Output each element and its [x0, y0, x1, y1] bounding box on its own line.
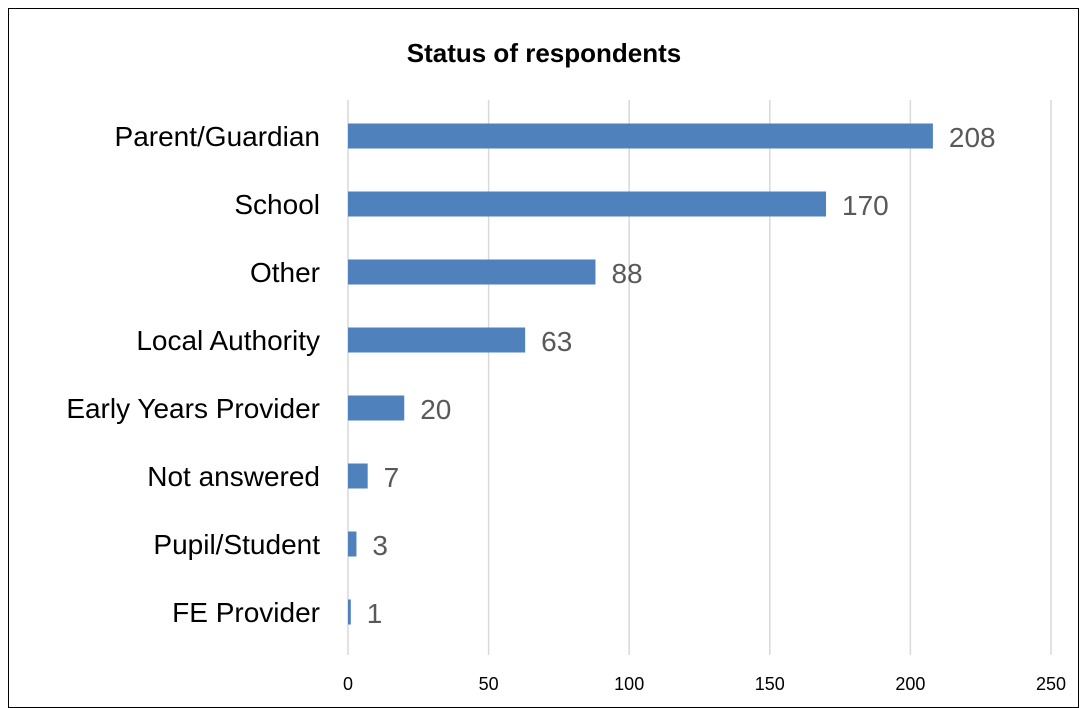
x-tick-label: 0 [343, 674, 353, 694]
value-label: 3 [372, 530, 388, 561]
value-label: 7 [384, 462, 400, 493]
bar [348, 123, 933, 149]
bar [348, 259, 596, 285]
category-label: Not answered [147, 461, 320, 492]
bar [348, 531, 357, 557]
category-label: Other [250, 257, 320, 288]
value-label: 170 [842, 190, 889, 221]
category-label: FE Provider [172, 597, 320, 628]
bar [348, 191, 827, 217]
x-tick-label: 150 [755, 674, 785, 694]
value-label: 20 [420, 394, 451, 425]
value-label: 63 [541, 326, 572, 357]
x-tick-label: 250 [1036, 674, 1066, 694]
value-label: 88 [611, 258, 642, 289]
value-label: 1 [367, 598, 383, 629]
x-tick-label: 100 [614, 674, 644, 694]
x-tick-label: 200 [895, 674, 925, 694]
bar [348, 327, 526, 353]
bar [348, 395, 405, 421]
x-tick-label: 50 [479, 674, 499, 694]
value-label: 208 [949, 122, 996, 153]
category-label: Pupil/Student [153, 529, 320, 560]
category-label: Local Authority [136, 325, 320, 356]
chart-title: Status of respondents [406, 38, 682, 68]
category-label: Parent/Guardian [115, 121, 320, 152]
bar [348, 599, 351, 625]
category-label: Early Years Provider [66, 393, 320, 424]
category-label: School [234, 189, 320, 220]
bar [348, 463, 368, 489]
